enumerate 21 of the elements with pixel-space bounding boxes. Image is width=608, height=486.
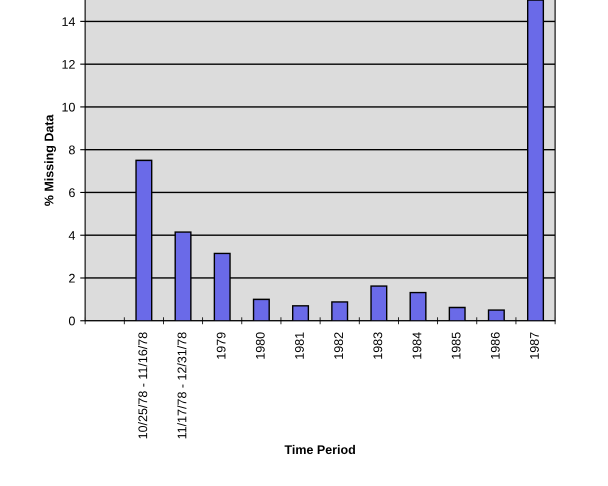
x-tick-label: 1983 (373, 332, 382, 359)
y-tick-label: 4 (68, 231, 76, 240)
y-tick-label: 10 (62, 102, 75, 112)
x-tick-label: 1981 (295, 332, 304, 359)
y-tick-label: 14 (62, 17, 76, 26)
x-tick-label: 1987 (530, 332, 539, 359)
y-tick-label: 0 (68, 316, 75, 326)
x-tick-label: 10/25/78 - 11/16/78 (138, 332, 148, 438)
x-tick-label: 11/17/78 - 12/31/78 (177, 332, 186, 438)
y-tick-label: 12 (62, 60, 75, 69)
y-tick-label: 2 (69, 274, 75, 283)
x-axis-title: Time Period (284, 444, 355, 454)
x-tick-label: 1984 (412, 332, 422, 359)
x-tick-label: 1980 (256, 332, 265, 359)
x-tick-label: 1986 (490, 332, 500, 359)
x-tick-label: 1982 (334, 332, 344, 359)
x-tick-label: 1985 (452, 332, 461, 359)
y-tick-label: 6 (69, 188, 75, 198)
y-tick-label: 8 (68, 145, 75, 154)
y-axis-title: % Missing Data (44, 114, 56, 206)
x-tick-label: 1979 (216, 332, 226, 359)
